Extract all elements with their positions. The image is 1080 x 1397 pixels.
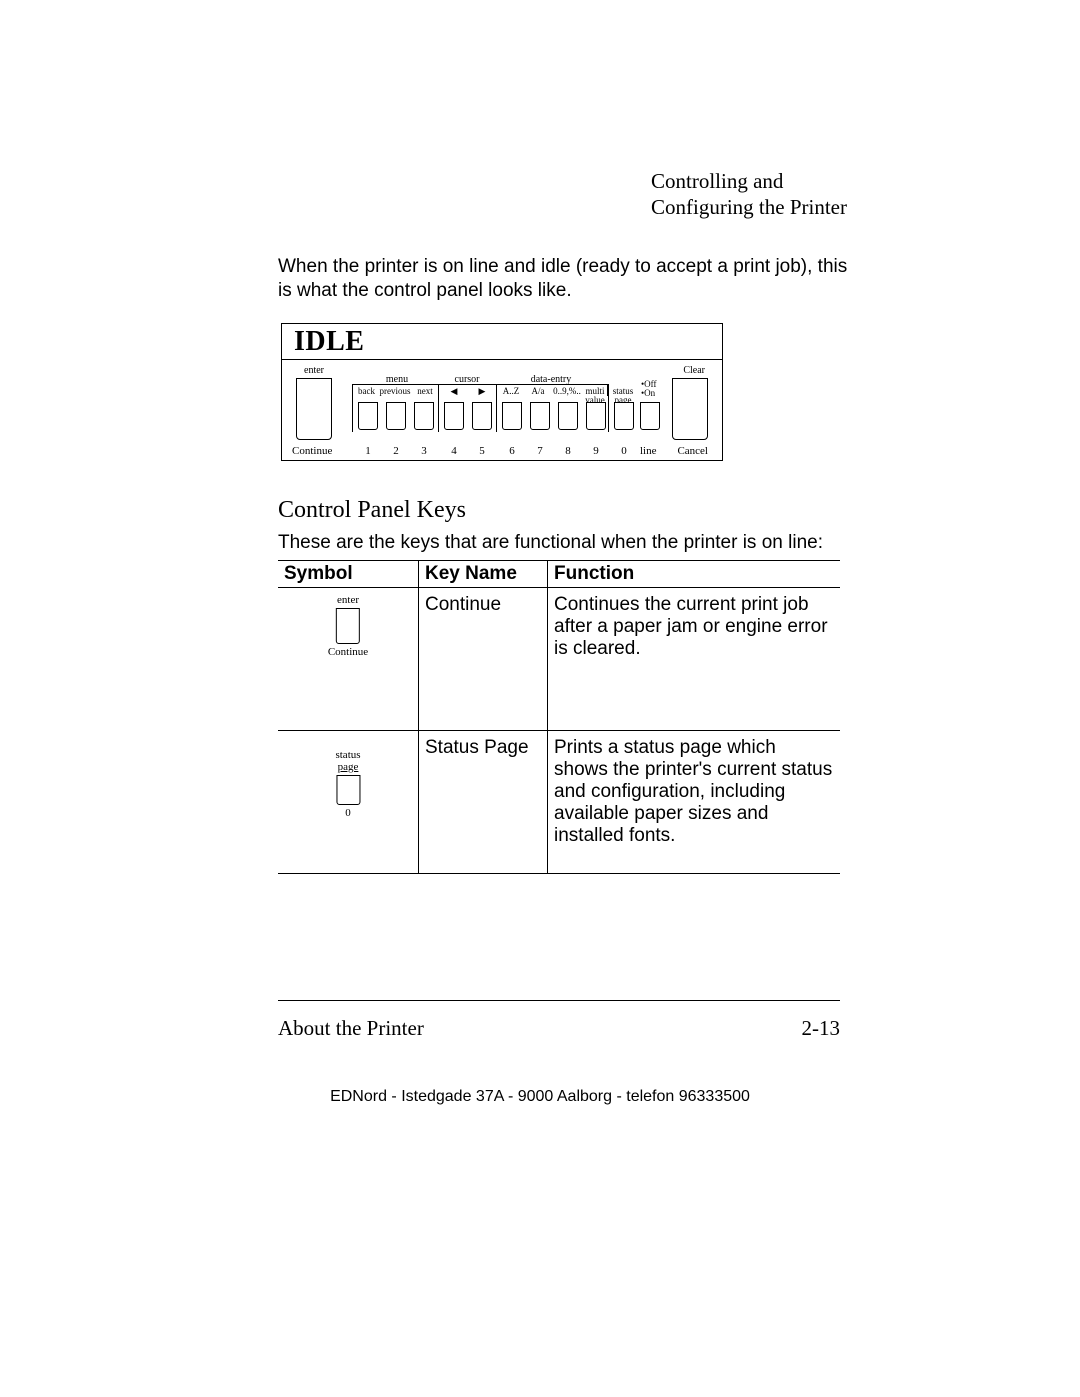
num-6: 6 <box>502 445 522 457</box>
footer-rule <box>278 1000 840 1001</box>
statuspage-key-icon <box>336 775 360 805</box>
num-0: 0 <box>614 445 634 457</box>
keys-table: Symbol Key Name Function enter Continue … <box>278 560 840 874</box>
num-5: 5 <box>472 445 492 457</box>
panel-display: IDLE <box>282 324 722 360</box>
num-2: 2 <box>386 445 406 457</box>
key-1 <box>358 402 378 430</box>
line-label: line <box>640 445 657 457</box>
symbol-continue-label: Continue <box>328 646 368 658</box>
panel-body: enter Continue Clear Cancel •Off •On lin… <box>282 360 722 462</box>
num-9: 9 <box>586 445 606 457</box>
keyname-statuspage: Status Page <box>419 731 548 874</box>
footer-right: 2-13 <box>802 1016 841 1041</box>
continue-key-icon <box>336 608 360 644</box>
cancel-key <box>672 378 708 440</box>
num-4: 4 <box>444 445 464 457</box>
num-8: 8 <box>558 445 578 457</box>
symbol-page-label: page <box>335 761 360 773</box>
num-7: 7 <box>530 445 550 457</box>
key-0 <box>614 402 634 430</box>
col-symbol-header: Symbol <box>278 561 419 588</box>
num-1: 1 <box>358 445 378 457</box>
key-9 <box>586 402 606 430</box>
subheading: Control Panel Keys <box>278 497 466 524</box>
key-2 <box>386 402 406 430</box>
col-function-header: Function <box>548 561 841 588</box>
enter-label: enter <box>304 366 324 376</box>
page: Controlling and Configuring the Printer … <box>0 0 1080 1397</box>
continue-label: Continue <box>292 445 332 457</box>
imprint: EDNord - Istedgade 37A - 9000 Aalborg - … <box>0 1088 1080 1106</box>
key-4 <box>444 402 464 430</box>
col-keyname-header: Key Name <box>419 561 548 588</box>
symbol-cell-statuspage: status page 0 <box>278 731 419 874</box>
clear-label: Clear <box>683 366 705 376</box>
footer-left: About the Printer <box>278 1016 424 1041</box>
key-6 <box>502 402 522 430</box>
table-row: enter Continue Continue Continues the cu… <box>278 588 840 731</box>
continue-key <box>296 378 332 440</box>
key-8 <box>558 402 578 430</box>
on-label: •On <box>641 389 655 398</box>
table-header-row: Symbol Key Name Function <box>278 561 840 588</box>
keyname-continue: Continue <box>419 588 548 731</box>
function-continue: Continues the current print job after a … <box>548 588 841 731</box>
subintro: These are the keys that are functional w… <box>278 532 848 554</box>
key-3 <box>414 402 434 430</box>
function-statuspage: Prints a status page which shows the pri… <box>548 731 841 874</box>
cancel-label: Cancel <box>677 445 708 457</box>
control-panel-diagram: IDLE enter Continue Clear Cancel •Off •O… <box>281 323 723 461</box>
line-key <box>640 402 660 430</box>
table-row: status page 0 Status Page Prints a statu… <box>278 731 840 874</box>
symbol-status-label: status <box>335 749 360 761</box>
intro-paragraph: When the printer is on line and idle (re… <box>278 255 848 303</box>
display-text: IDLE <box>294 326 364 358</box>
key-5 <box>472 402 492 430</box>
section-title: Controlling and Configuring the Printer <box>651 168 871 221</box>
symbol-zero-label: 0 <box>335 807 360 819</box>
num-3: 3 <box>414 445 434 457</box>
key-7 <box>530 402 550 430</box>
symbol-cell-continue: enter Continue <box>278 588 419 731</box>
symbol-enter-label: enter <box>328 594 368 606</box>
